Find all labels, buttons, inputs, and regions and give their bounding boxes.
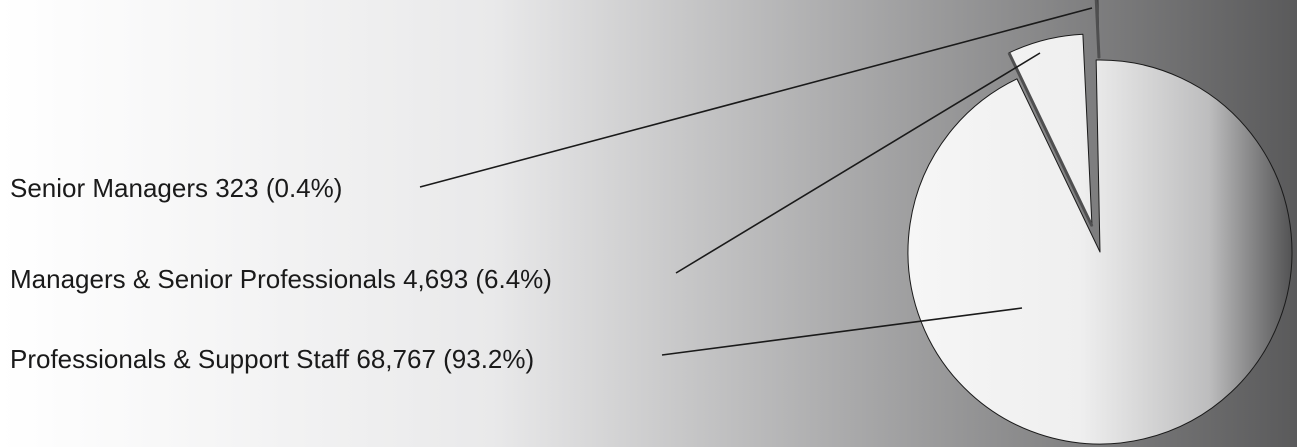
pie-slice-edge	[1094, 0, 1101, 59]
pie-slice-label: Managers & Senior Professionals 4,693 (6…	[10, 264, 552, 294]
leader-line	[419, 7, 1093, 188]
pie-slice-edge	[1007, 52, 1094, 227]
leader-line	[675, 52, 1041, 274]
pie-slice-professionals-support-staff	[907, 59, 1293, 445]
leader-line	[661, 307, 1023, 356]
pie-slice-label: Professionals & Support Staff 68,767 (93…	[10, 344, 534, 374]
pie-slice-label: Senior Managers 323 (0.4%)	[10, 173, 342, 203]
